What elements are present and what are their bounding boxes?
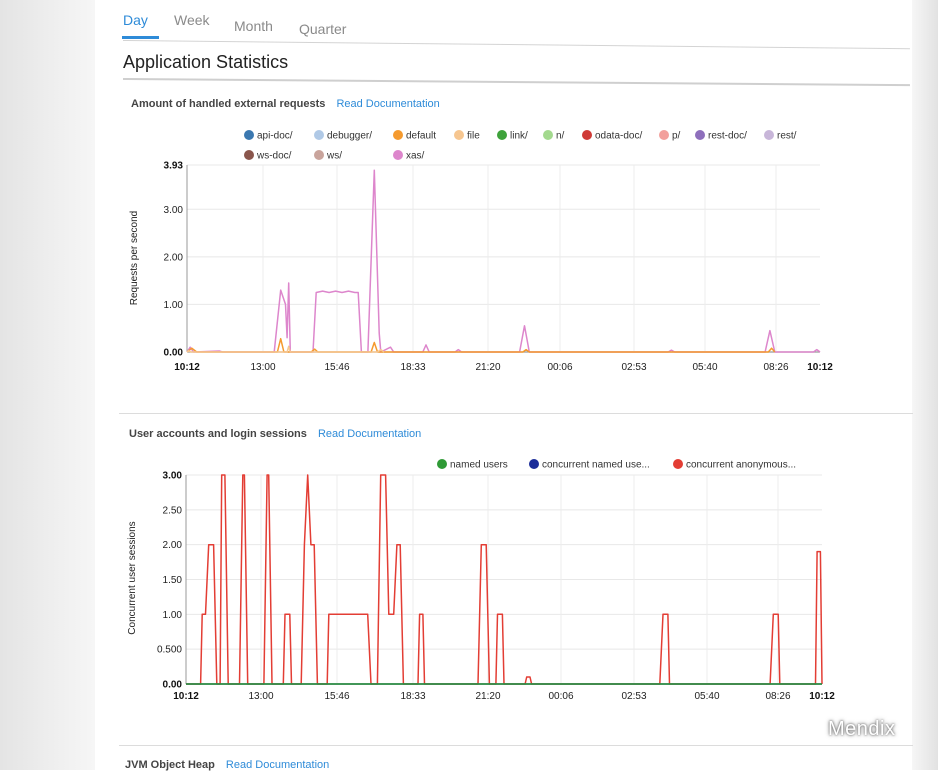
- x-tick-label: 15:46: [324, 362, 349, 373]
- right-backdrop: [912, 0, 938, 770]
- x-tick-label: 00:06: [548, 691, 573, 702]
- read-documentation-link[interactable]: Read Documentation: [317, 428, 422, 440]
- x-tick-label: 10:12: [807, 362, 833, 373]
- x-tick-label: 18:33: [400, 691, 425, 702]
- legend-label: concurrent named use...: [542, 460, 650, 471]
- section-title: Amount of handled external requests: [131, 98, 326, 110]
- y-tick-label: 1.00: [164, 300, 184, 311]
- x-tick-label: 10:12: [174, 362, 200, 373]
- requests-section-header: Amount of handled external requests Read…: [131, 98, 440, 110]
- legend-label: link/: [510, 131, 528, 142]
- y-tick-label: 1.50: [163, 575, 183, 586]
- legend-marker: [454, 130, 464, 140]
- section-title: User accounts and login sessions: [129, 428, 307, 440]
- left-backdrop: [0, 0, 95, 770]
- x-tick-label: 15:46: [324, 691, 349, 702]
- active-tab-indicator: [122, 36, 159, 39]
- page-title: Application Statistics: [123, 52, 289, 72]
- y-tick-label: 0.500: [157, 645, 182, 656]
- legend-label: file: [467, 131, 480, 142]
- y-tick-label: 0.00: [164, 348, 184, 359]
- legend-marker: [393, 150, 403, 160]
- series-line-file: [186, 345, 385, 353]
- legend-label: named users: [450, 460, 508, 471]
- y-tick-label: 3.00: [164, 205, 184, 216]
- x-tick-label: 21:20: [475, 362, 500, 373]
- x-tick-label: 13:00: [250, 362, 275, 373]
- wechat-icon: [797, 723, 821, 741]
- legend-label: ws/: [326, 151, 342, 162]
- legend-label: rest-doc/: [708, 131, 747, 142]
- legend-label: ws-doc/: [256, 151, 292, 162]
- legend-marker: [437, 459, 447, 469]
- tab-month[interactable]: Month: [234, 18, 273, 34]
- legend-marker: [659, 130, 669, 140]
- read-documentation-link[interactable]: Read Documentation: [336, 98, 440, 110]
- legend-marker: [582, 130, 592, 140]
- x-tick-label: 10:12: [173, 691, 199, 702]
- y-tick-label: 0.00: [163, 680, 183, 691]
- sessions-section-header: User accounts and login sessions Read Do…: [129, 428, 421, 440]
- section-divider: [119, 745, 913, 746]
- x-tick-label: 02:53: [621, 362, 646, 373]
- read-documentation-link[interactable]: Read Documentation: [225, 759, 330, 771]
- legend-marker: [244, 130, 254, 140]
- x-tick-label: 10:12: [809, 691, 835, 702]
- legend-label: api-doc/: [257, 131, 293, 142]
- legend-label: debugger/: [327, 131, 372, 142]
- x-tick-label: 21:20: [475, 691, 500, 702]
- series-line-xas: [186, 169, 821, 353]
- y-tick-label: 3.93: [164, 161, 184, 172]
- y-tick-label: 2.50: [163, 505, 183, 516]
- legend-label: n/: [556, 131, 565, 142]
- x-tick-label: 13:00: [248, 691, 273, 702]
- legend-label: xas/: [406, 151, 425, 162]
- legend-marker: [244, 150, 254, 160]
- legend-label: concurrent anonymous...: [686, 460, 796, 471]
- section-divider: [119, 413, 913, 414]
- legend-marker: [393, 130, 403, 140]
- legend-marker: [673, 459, 683, 469]
- y-axis-label: Concurrent user sessions: [127, 521, 138, 634]
- section-title: JVM Object Heap: [125, 759, 215, 771]
- legend-marker: [543, 130, 553, 140]
- legend-label: p/: [672, 131, 681, 142]
- heap-section-header: JVM Object Heap Read Documentation: [125, 759, 329, 771]
- legend-label: default: [406, 131, 436, 142]
- y-tick-label: 3.00: [163, 471, 183, 482]
- watermark-text: Mendix: [828, 718, 896, 740]
- legend-marker: [529, 459, 539, 469]
- legend-label: rest/: [777, 131, 797, 142]
- requests-chart: 0.00 1.00 2.00 3.00 3.93 10:12 13:00 15:46 18:33…: [129, 130, 833, 373]
- y-axis-label: Requests per second: [129, 211, 140, 306]
- legend-marker: [764, 130, 774, 140]
- legend-marker: [314, 130, 324, 140]
- tab-week[interactable]: Week: [174, 12, 210, 28]
- legend-marker: [695, 130, 705, 140]
- y-tick-label: 2.00: [164, 252, 184, 263]
- x-tick-label: 02:53: [621, 691, 646, 702]
- tab-day[interactable]: Day: [123, 12, 148, 28]
- x-tick-label: 08:26: [763, 362, 788, 373]
- y-tick-label: 2.00: [163, 540, 183, 551]
- legend-marker: [497, 130, 507, 140]
- x-tick-label: 05:40: [692, 362, 717, 373]
- x-tick-label: 18:33: [400, 362, 425, 373]
- x-tick-label: 00:06: [547, 362, 572, 373]
- y-tick-label: 1.00: [163, 610, 183, 621]
- legend-marker: [314, 150, 324, 160]
- x-tick-label: 05:40: [694, 691, 719, 702]
- legend-label: odata-doc/: [595, 131, 642, 142]
- x-tick-label: 08:26: [765, 691, 790, 702]
- tab-quarter[interactable]: Quarter: [299, 21, 347, 37]
